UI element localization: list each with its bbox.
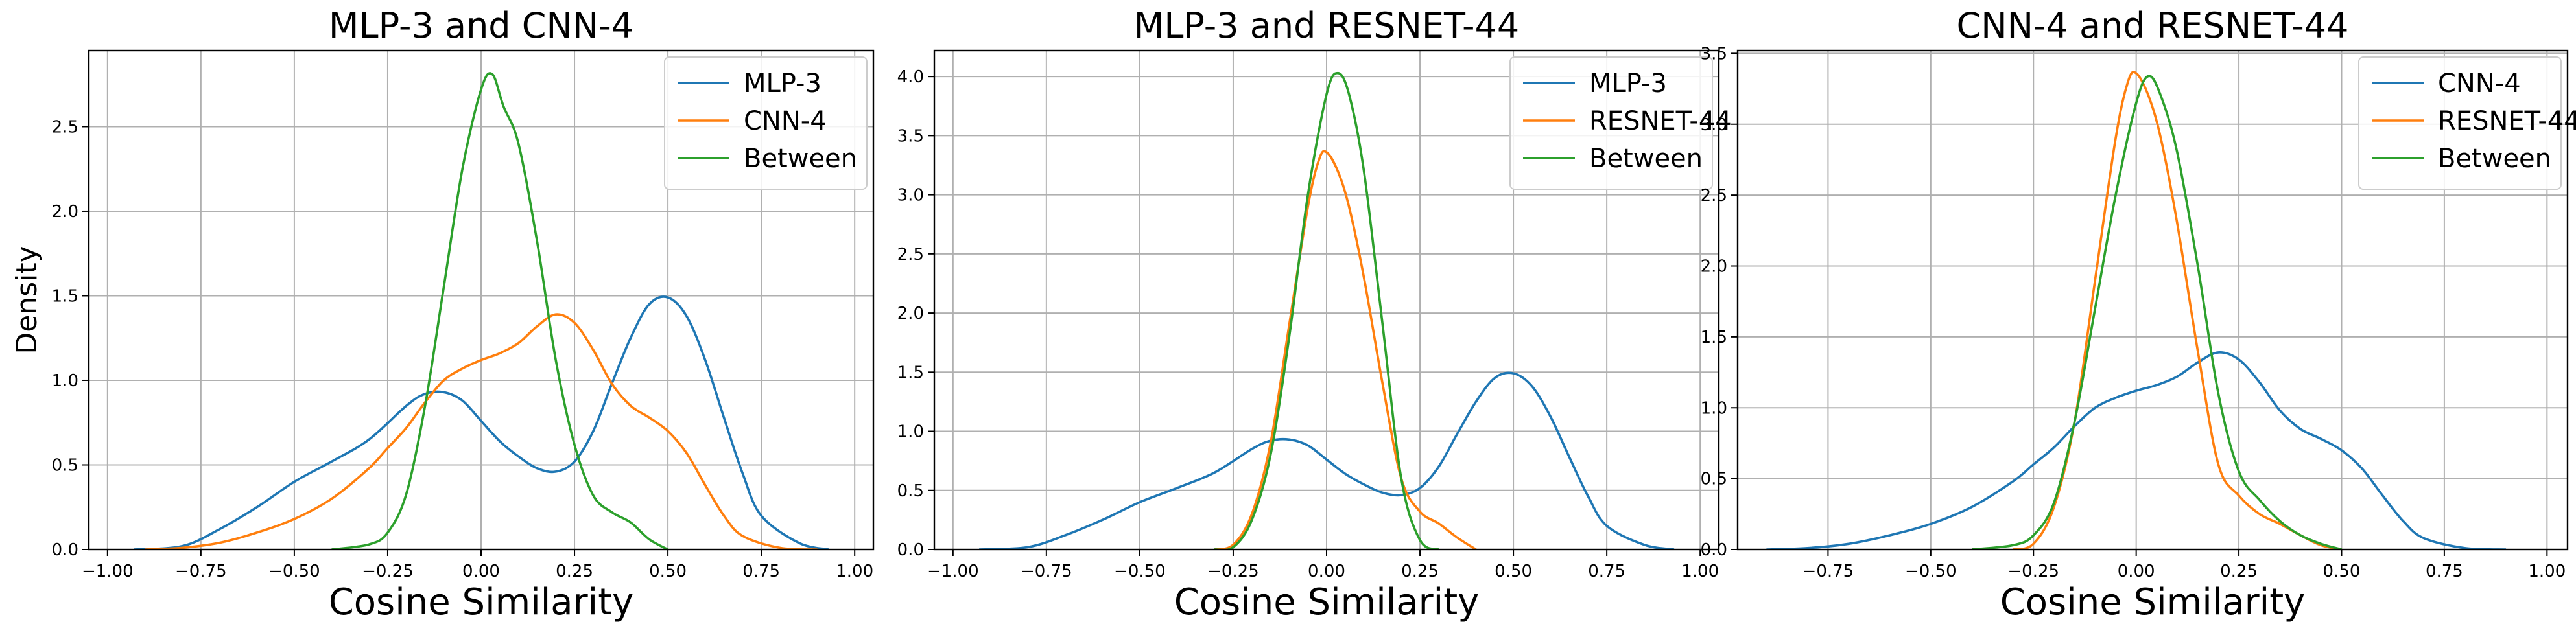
y-tick-label: 2.0 [52, 202, 78, 222]
x-tick-label: 0.50 [1495, 562, 1532, 581]
y-tick-label: 3.0 [897, 186, 924, 205]
y-tick-label: 0.0 [897, 540, 924, 560]
y-tick-label: 4.0 [897, 67, 924, 87]
x-tick-label: 0.00 [2118, 562, 2155, 581]
series-line-mlp-3 [979, 371, 1675, 549]
series-lines [979, 71, 1675, 549]
legend-box [2358, 56, 2562, 190]
x-tick-label: 0.75 [2426, 562, 2463, 581]
series-lines [133, 72, 829, 549]
series-line-between [1972, 75, 2342, 549]
chart-panel-3: −0.75 −0.50 −0.25 0.00 0.25 0.50 0.75 1.00 0.0 0.… [1701, 5, 2576, 623]
x-tick-label: −0.50 [1114, 562, 1166, 581]
x-axis-label: Cosine Similarity [1174, 581, 1480, 623]
legend-label: RESNET-44 [2438, 106, 2576, 136]
x-tick-label: −1.00 [82, 562, 134, 581]
chart-panel-1: −1.00 −0.75 −0.50 −0.25 0.00 0.25 0.50 0.75 1.00… [10, 5, 875, 623]
y-tick-label: 2.5 [52, 117, 78, 137]
y-tick-label: 1.0 [52, 371, 78, 391]
legend: MLP-3 CNN-4 Between [664, 56, 868, 190]
series-line-between [331, 72, 668, 549]
series-line-resnet-44 [1214, 150, 1477, 549]
y-tick-label: 0.5 [52, 456, 78, 475]
x-tick-label: 1.00 [836, 562, 873, 581]
y-tick-label: 2.0 [897, 304, 924, 323]
y-tick-label: 3.5 [1701, 44, 1727, 64]
x-tick-label: −0.75 [1802, 562, 1854, 581]
y-tick-label: 1.5 [897, 363, 924, 382]
x-tick-label: 0.50 [649, 562, 687, 581]
legend-label: Between [744, 144, 857, 174]
x-tick-label: −0.25 [1207, 562, 1259, 581]
y-tick-label: 0.0 [52, 540, 78, 560]
legend-label: MLP-3 [1589, 69, 1667, 98]
legend-label: MLP-3 [744, 69, 821, 98]
y-tick-label: 1.0 [1701, 398, 1727, 418]
x-tick-label: −0.75 [175, 562, 227, 581]
x-tick-label: 1.00 [1681, 562, 1719, 581]
x-tick-label: 0.75 [1588, 562, 1625, 581]
y-tick-label: 3.0 [1701, 115, 1727, 135]
x-tick-label: 0.00 [1308, 562, 1345, 581]
y-tick-label: 1.0 [897, 422, 924, 442]
legend: MLP-3 RESNET-44 Between [1509, 56, 1732, 190]
x-tick-label: 0.25 [2220, 562, 2258, 581]
y-tick-label: 0.5 [1701, 470, 1727, 489]
y-tick-label: 1.5 [1701, 328, 1727, 347]
legend-label: CNN-4 [2438, 69, 2521, 98]
chart-panel-2: −1.00 −0.75 −0.50 −0.25 0.00 0.25 0.50 0.75 1.00… [897, 5, 1732, 623]
x-axis-label: Cosine Similarity [2000, 581, 2306, 623]
y-tick-label: 2.5 [897, 245, 924, 264]
x-tick-label: 0.25 [556, 562, 593, 581]
x-tick-label: 0.25 [1401, 562, 1439, 581]
series-line-cnn-4 [1766, 351, 2507, 549]
x-tick-label: −0.50 [1905, 562, 1957, 581]
legend-box [1509, 56, 1713, 190]
series-line-between [1214, 71, 1439, 549]
y-tick-label: 0.5 [897, 481, 924, 501]
x-tick-label: −0.50 [268, 562, 320, 581]
y-tick-label: 3.5 [897, 126, 924, 146]
y-tick-label: 0.0 [1701, 540, 1727, 560]
y-tick-label: 2.5 [1701, 186, 1727, 205]
legend-label: Between [2438, 144, 2551, 174]
chart-title: MLP-3 and CNN-4 [329, 5, 633, 46]
grid [89, 51, 873, 550]
series-line-mlp-3 [133, 295, 829, 549]
y-axis-label: Density [10, 246, 43, 354]
chart-title: MLP-3 and RESNET-44 [1134, 5, 1519, 46]
legend-label: Between [1589, 144, 1703, 174]
x-axis-label: Cosine Similarity [329, 581, 634, 623]
y-tick-label: 2.0 [1701, 257, 1727, 277]
x-tick-label: 1.00 [2528, 562, 2566, 581]
legend-label: RESNET-44 [1589, 106, 1732, 136]
x-tick-label: −1.00 [927, 562, 979, 581]
x-tick-label: −0.25 [2007, 562, 2059, 581]
x-tick-label: −0.75 [1021, 562, 1072, 581]
legend: CNN-4 RESNET-44 Between [2358, 56, 2576, 190]
chart-title: CNN-4 and RESNET-44 [1957, 5, 2349, 46]
y-tick-label: 1.5 [52, 286, 78, 306]
series-line-cnn-4 [145, 313, 818, 549]
x-tick-label: 0.75 [742, 562, 780, 581]
axes-frame [1736, 49, 2569, 551]
legend-box [664, 56, 868, 190]
x-tick-label: 0.00 [462, 562, 500, 581]
series-lines [1766, 71, 2507, 549]
x-tick-label: 0.50 [2323, 562, 2361, 581]
x-tick-label: −0.25 [362, 562, 414, 581]
legend-label: CNN-4 [744, 106, 827, 136]
